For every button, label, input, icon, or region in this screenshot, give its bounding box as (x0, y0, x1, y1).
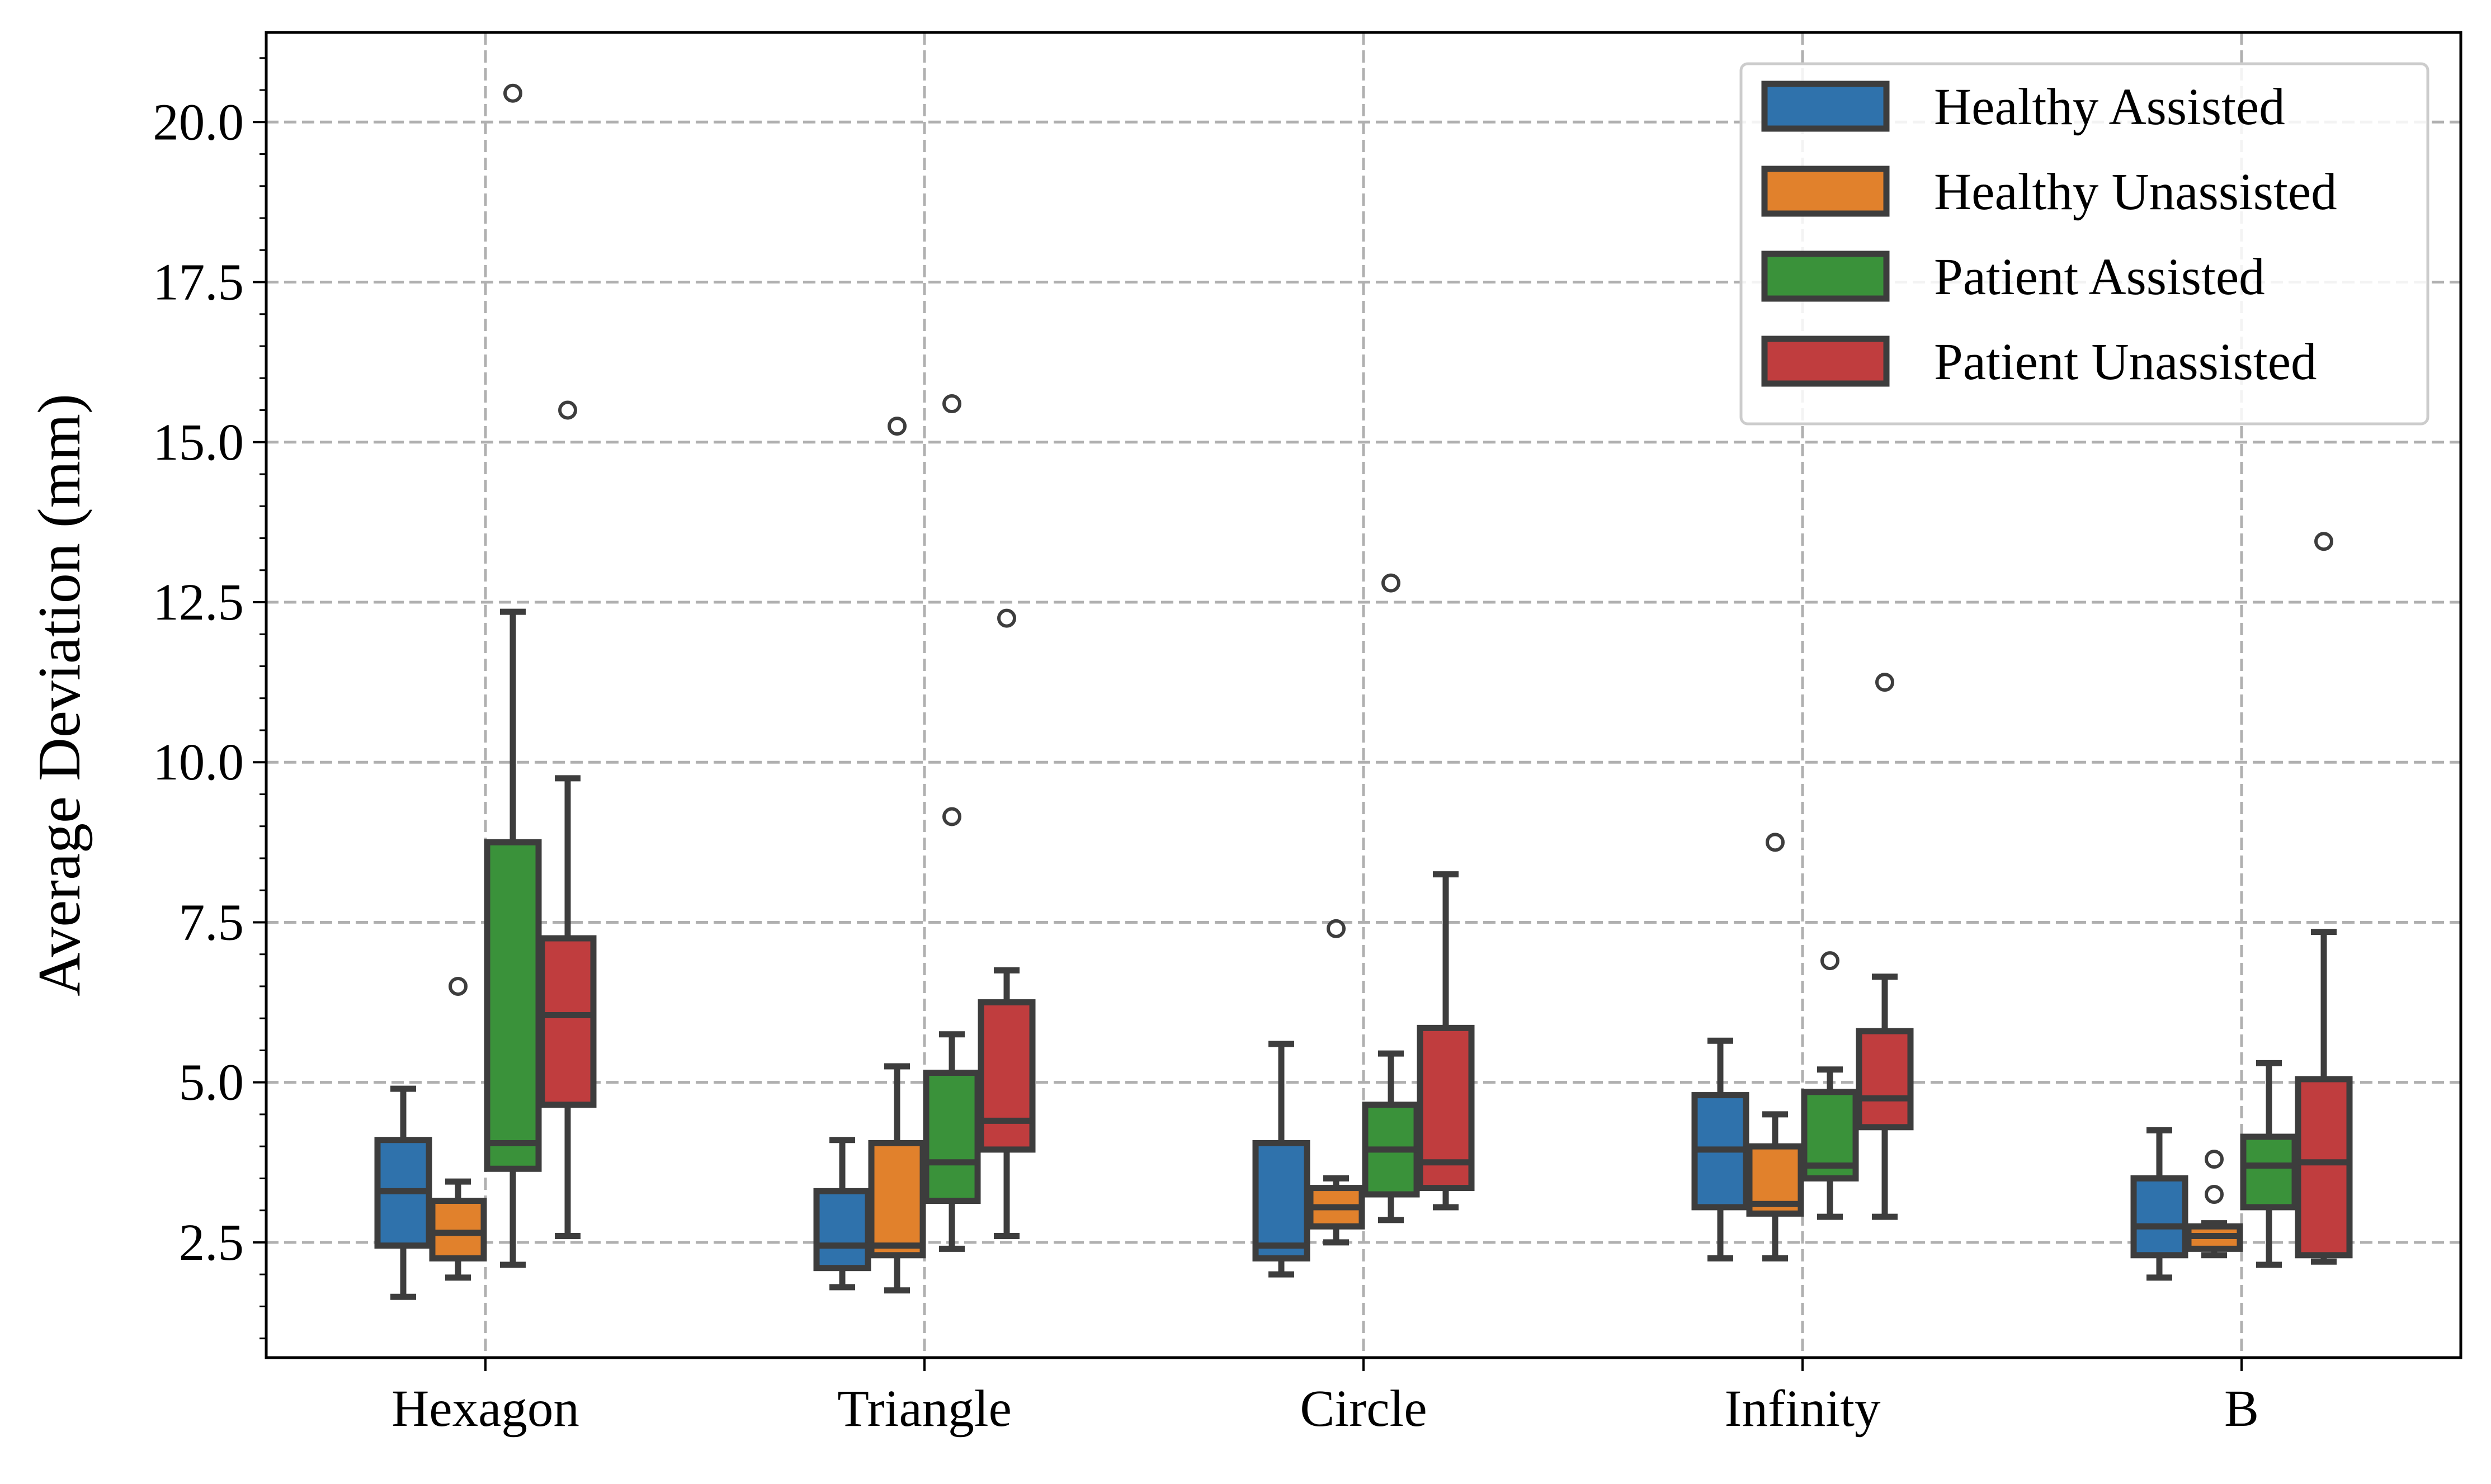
box-group (978, 608, 1036, 1239)
box-group (2185, 1150, 2243, 1259)
y-tick-label: 10.0 (153, 734, 244, 791)
x-tick-label: Triangle (837, 1380, 1012, 1438)
legend-label: Patient Assisted (1934, 248, 2265, 306)
x-tick-label: Hexagon (391, 1380, 579, 1438)
x-tick-label: Infinity (1725, 1380, 1881, 1438)
x-tick-label: Circle (1300, 1380, 1427, 1438)
legend-label: Healthy Unassisted (1934, 163, 2337, 221)
box-group (2240, 1060, 2298, 1268)
box-group (484, 83, 542, 1268)
outlier-point (1820, 951, 1839, 971)
y-tick-label: 2.5 (179, 1214, 244, 1272)
box (813, 1188, 871, 1272)
box-group (1856, 673, 1914, 1220)
outlier-point (2205, 1150, 2224, 1169)
legend-label: Healthy Assisted (1934, 78, 2285, 136)
box (2130, 1175, 2188, 1259)
box-group (1307, 919, 1365, 1246)
legend-frame (1739, 62, 2429, 426)
box (978, 999, 1036, 1153)
outlier-point (503, 83, 522, 103)
outlier-point (888, 417, 907, 436)
legend-swatch (1761, 81, 1890, 132)
legend: Healthy Assisted Healthy Unassisted Patien… (1739, 62, 2429, 426)
y-tick-label: 7.5 (179, 894, 244, 951)
outlier-point (1875, 673, 1894, 692)
outlier-point (942, 807, 961, 826)
box-group (1691, 1037, 1749, 1262)
outlier-point (449, 976, 468, 996)
box (1252, 1140, 1310, 1262)
box-group (1801, 951, 1859, 1220)
box (2295, 1076, 2353, 1259)
y-tick-label: 20.0 (153, 93, 244, 151)
box-group (1252, 1041, 1310, 1278)
x-tick-label: B (2224, 1380, 2259, 1438)
box-group (2130, 1127, 2188, 1281)
box (539, 935, 597, 1108)
box (923, 1070, 981, 1204)
box (484, 839, 542, 1172)
box-layer (374, 83, 2353, 1300)
box-group (374, 1085, 432, 1300)
outlier-point (997, 608, 1016, 628)
y-tick-label: 15.0 (153, 414, 244, 471)
outlier-point (1327, 919, 1346, 938)
box (2240, 1133, 2298, 1211)
legend-swatch (1761, 251, 1890, 302)
box-group (868, 417, 926, 1294)
box-group (1417, 871, 1475, 1211)
outlier-point (558, 400, 577, 420)
outlier-point (2314, 532, 2333, 551)
box (429, 1197, 487, 1262)
y-tick-label: 17.5 (153, 254, 244, 311)
box-group (923, 394, 981, 1252)
box-group (1362, 573, 1420, 1223)
box-group (429, 976, 487, 1281)
box (868, 1140, 926, 1259)
legend-swatch (1761, 166, 1890, 217)
outlier-point (1766, 833, 1785, 852)
box-group (2295, 532, 2353, 1265)
box-group (813, 1137, 871, 1291)
outlier-point (1381, 573, 1400, 593)
y-tick-label: 12.5 (153, 574, 244, 631)
axis-layer: 2.5 5.0 7.5 10.0 12.5 15.0 17.5 20.0 Hexagon Tria… (153, 57, 2259, 1438)
legend-swatch (1761, 335, 1890, 387)
box-group (539, 400, 597, 1239)
box-group (1746, 833, 1804, 1262)
box (1856, 1028, 1914, 1131)
outlier-point (2205, 1185, 2224, 1204)
legend-label: Patient Unassisted (1934, 333, 2317, 391)
y-axis-label: Average Deviation (mm) (26, 394, 93, 996)
y-tick-label: 5.0 (179, 1054, 244, 1112)
outlier-point (942, 394, 961, 414)
